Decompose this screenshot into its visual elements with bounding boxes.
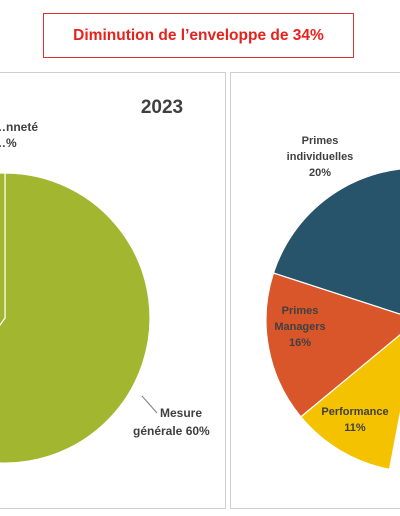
label-primes-ind-line1: Primes xyxy=(302,135,339,147)
label-anciennete-line2: …% xyxy=(0,136,17,150)
leader-mesure-generale xyxy=(141,395,158,414)
headline-text: Diminution de l’enveloppe de 34% xyxy=(73,26,324,44)
pie-right-slice-primes-managers xyxy=(265,272,400,418)
label-mesure-line1: Mesure xyxy=(160,406,202,420)
pie-2023-slice-large xyxy=(0,172,151,464)
pie-2023-slice-anciennete xyxy=(0,172,6,326)
label-primes-managers-line3: 16% xyxy=(289,337,311,349)
label-primes-ind-line2: individuelles xyxy=(287,151,354,163)
label-performance-line2: 11% xyxy=(344,422,366,434)
label-primes-managers-line2: Managers xyxy=(274,321,325,333)
label-performance-line1: Performance xyxy=(321,406,388,418)
label-primes-managers-line1: Primes xyxy=(282,305,319,317)
label-anciennete-line1: …nneté xyxy=(0,120,38,134)
pie-right-slice-performance xyxy=(300,334,400,471)
label-mesure-line2: générale 60% xyxy=(133,424,210,438)
label-primes-ind-line3: 20% xyxy=(309,167,331,179)
pie-2023-title: 2023 xyxy=(141,97,183,118)
headline-banner: Diminution de l’enveloppe de 34% xyxy=(43,13,354,58)
